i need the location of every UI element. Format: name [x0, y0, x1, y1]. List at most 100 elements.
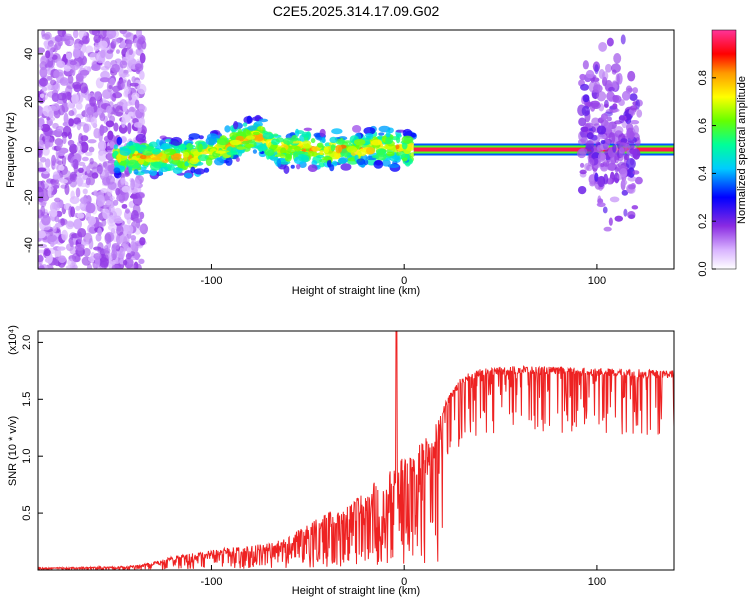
spectrogram-blob: [284, 153, 292, 162]
spectrogram-blob: [347, 157, 357, 162]
spectrogram-blob: [51, 103, 61, 111]
spectrogram-blob: [45, 158, 51, 168]
spectrogram-blob: [97, 227, 103, 237]
spectrogram-blob: [54, 34, 63, 43]
spectrogram-blob: [124, 234, 130, 246]
spectrogram-blob: [603, 103, 609, 108]
spectrogram-blob: [54, 197, 61, 203]
spectrogram-blob: [608, 86, 615, 92]
spectrogram-blob: [315, 154, 325, 159]
spectrogram-blob: [80, 141, 89, 153]
spectrogram-blob: [115, 187, 121, 196]
spectrogram-blob: [620, 34, 626, 45]
spectrogram-blob: [236, 146, 246, 150]
spectrogram-blob: [620, 138, 628, 144]
spectrogram-blob: [55, 158, 60, 164]
spectrogram-blob: [275, 137, 285, 143]
spectrogram-blob: [98, 150, 108, 162]
spectrogram-blob: [68, 118, 74, 127]
spectrogram-blob: [126, 216, 131, 225]
spectrogram-blob: [164, 148, 176, 156]
spectrogram-blob: [104, 233, 112, 244]
spectrogram-blob: [51, 92, 60, 103]
spectrogram-blob: [596, 125, 607, 135]
spectrogram-blob: [86, 263, 93, 269]
spectrogram-y-label: Frequency (Hz): [5, 112, 17, 188]
spectrogram-blob: [102, 208, 110, 220]
spectrogram-blob: [75, 102, 83, 110]
spectrogram-blob: [123, 257, 134, 269]
spectrogram-blob: [303, 127, 313, 132]
spectrogram-blob: [130, 178, 135, 191]
spectrogram-blob: [145, 145, 155, 152]
spectrogram-blob: [193, 168, 206, 175]
spectrogram-blob: [68, 205, 73, 218]
spectrogram-blob: [612, 103, 618, 109]
spectrogram-blob: [118, 123, 128, 134]
spectrogram-blob: [311, 159, 318, 166]
colorbar: 0.0 0.2 0.4 0.6 0.8 Normalized spectral ampl…: [697, 29, 748, 277]
spectrogram-blob: [621, 90, 631, 101]
spectrogram-y-tick-label: -20: [23, 189, 35, 205]
spectrogram-blob: [73, 43, 83, 50]
spectrogram-blob: [111, 63, 121, 73]
spectrogram-blob: [338, 157, 348, 164]
spectrogram-blob: [619, 142, 627, 153]
spectrogram-blob: [64, 33, 72, 39]
spectrogram-blob: [38, 255, 44, 263]
spectrogram-blob: [89, 157, 94, 165]
spectrogram-blob: [599, 163, 605, 168]
spectrogram-blob: [253, 121, 263, 128]
spectrogram-blob: [80, 135, 89, 142]
snr-x-label: Height of straight line (km): [292, 585, 420, 597]
spectrogram-blob: [73, 218, 83, 230]
spectrogram-blob: [618, 99, 625, 107]
spectrogram-blob: [139, 70, 145, 81]
spectrogram-blob: [139, 154, 147, 160]
spectrogram-blob: [38, 47, 46, 54]
spectrogram-blob: [107, 224, 118, 231]
spectrogram-blob: [51, 181, 60, 188]
spectrogram-blob: [93, 127, 101, 139]
snr-x-tick-label: -100: [200, 576, 222, 588]
spectrogram-blob: [335, 138, 346, 145]
spectrogram-blob: [91, 172, 99, 179]
spectrogram-blob: [579, 73, 586, 81]
spectrogram-blob: [626, 157, 636, 170]
spectrogram-blob: [123, 86, 131, 95]
spectrogram-blob: [49, 79, 57, 86]
spectrogram-blob: [188, 133, 201, 140]
spectrogram-blob: [100, 187, 108, 194]
spectrogram-blob: [226, 151, 238, 156]
tone-band-core: [413, 147, 674, 152]
spectrogram-blob: [107, 159, 116, 164]
spectrogram-blob: [61, 229, 69, 241]
spectrogram-blob: [164, 138, 173, 143]
spectrogram-blob: [77, 228, 87, 238]
spectrogram-blob: [580, 126, 589, 132]
spectrogram-blob: [118, 79, 127, 84]
spectrogram-blob: [307, 150, 315, 157]
spectrogram-blob: [597, 175, 606, 188]
spectrogram-blob: [235, 157, 240, 162]
spectrogram-blob: [87, 216, 97, 226]
spectrogram-blob: [77, 161, 86, 166]
spectrogram-x-tick-label: 100: [588, 275, 606, 287]
spectrogram-blob: [127, 122, 132, 135]
spectrogram-blob: [38, 123, 43, 131]
spectrogram-blob: [189, 157, 199, 165]
spectrogram-blob: [603, 226, 612, 232]
spectrogram-axes: -100 0 100 -40 -20 0 20 40: [23, 48, 606, 287]
spectrogram-blob: [38, 105, 44, 117]
spectrogram-blob: [67, 139, 75, 147]
spectrogram-blob: [100, 70, 110, 80]
spectrogram-blob: [330, 144, 336, 152]
spectrogram-blob: [609, 196, 620, 203]
spectrogram-blob: [401, 141, 408, 150]
spectrogram-blob: [323, 147, 329, 154]
spectrogram-blob: [81, 241, 90, 246]
spectrogram-blob: [613, 53, 622, 64]
spectrogram-blob: [128, 111, 134, 117]
spectrogram-blob: [82, 188, 88, 195]
spectrogram-blob: [272, 133, 279, 137]
